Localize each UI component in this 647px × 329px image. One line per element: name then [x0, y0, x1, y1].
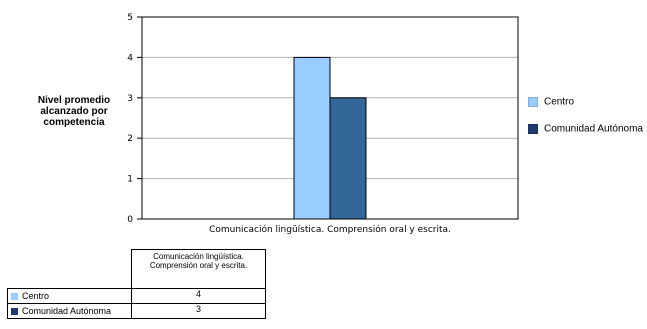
bars [293, 56, 367, 220]
plot-frame [141, 16, 519, 220]
y-axis-ticks: 0 1 2 3 4 5 [127, 13, 142, 225]
y-axis-label: Nivel promedio alcanzado por competencia [37, 95, 111, 128]
bar-centro [293, 56, 331, 220]
row-value: 4 [131, 288, 266, 304]
legend-swatch-centro [528, 96, 538, 107]
bar-chart: 0 1 2 3 4 5 Comunicación lingüística. Compren… [127, 13, 519, 235]
row-swatch [11, 293, 18, 301]
y-tick-label: 2 [127, 134, 133, 144]
table-row: Centro 4 [7, 288, 266, 304]
table-row: Comunidad Autónoma 3 [7, 303, 266, 319]
row-swatch [11, 308, 18, 316]
data-table: Comunicación lingüística. Comprensión or… [7, 249, 266, 319]
row-label: Comunidad Autónoma [7, 303, 132, 319]
table-corner [8, 250, 132, 289]
y-tick-label: 5 [127, 13, 133, 23]
y-tick-label: 0 [127, 215, 133, 225]
x-tick-label: Comunicación lingüística. Comprensión or… [209, 224, 451, 235]
legend-label: Comunidad Autónoma [544, 123, 643, 135]
y-tick-label: 3 [127, 94, 133, 104]
legend-item-centro: Centro [528, 93, 574, 111]
y-tick-label: 1 [127, 175, 133, 185]
table-header: Comunicación lingüística. Comprensión or… [131, 249, 266, 289]
row-value: 3 [131, 303, 266, 319]
legend-swatch-comunidad [528, 123, 538, 134]
row-label: Centro [7, 288, 132, 304]
row-label-text: Centro [22, 291, 50, 301]
bar-comunidad-autónoma [329, 97, 367, 220]
y-tick-label: 4 [127, 53, 133, 63]
legend-item-comunidad: Comunidad Autónoma [528, 120, 643, 138]
row-label-text: Comunidad Autónoma [22, 306, 112, 316]
legend-label: Centro [544, 96, 575, 108]
